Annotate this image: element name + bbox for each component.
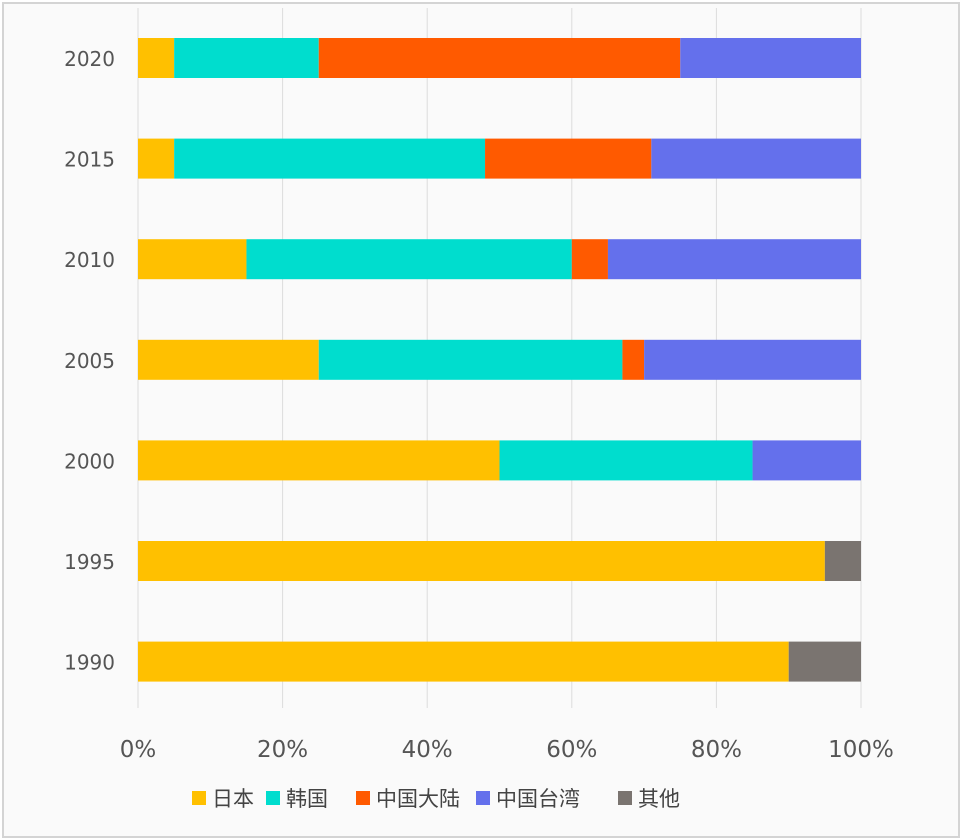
x-tick-label: 100% xyxy=(828,737,894,763)
x-tick-label: 0% xyxy=(120,737,157,763)
bar-segment xyxy=(318,38,681,78)
bar-segment xyxy=(571,239,608,280)
legend-label: 日本 xyxy=(212,787,254,811)
bar-segment xyxy=(318,339,623,380)
bar-segment xyxy=(246,239,572,280)
legend-swatch xyxy=(618,791,632,805)
y-tick-label: 1995 xyxy=(64,550,115,574)
legend-swatch xyxy=(356,791,370,805)
legend-swatch xyxy=(476,791,490,805)
y-tick-label: 2005 xyxy=(64,349,115,373)
legend-label: 其他 xyxy=(638,787,680,811)
y-tick-label: 2000 xyxy=(64,449,115,473)
bar-segment xyxy=(788,641,861,682)
bar-segment xyxy=(824,541,861,581)
bar-segment xyxy=(174,38,319,78)
y-tick-label: 1990 xyxy=(64,651,115,675)
bar-segment xyxy=(651,138,861,179)
bar-segment xyxy=(752,440,861,481)
bar-segment xyxy=(138,641,789,682)
bar-segment xyxy=(138,239,247,280)
bar-segment xyxy=(138,541,825,581)
bar-segment xyxy=(485,138,652,179)
legend-label: 中国大陆 xyxy=(376,787,460,811)
bar-segment xyxy=(680,38,861,78)
bar-segment xyxy=(138,440,500,481)
x-tick-label: 80% xyxy=(691,737,742,763)
legend-label: 中国台湾 xyxy=(496,787,580,811)
bar-segment xyxy=(138,138,175,179)
x-tick-label: 60% xyxy=(546,737,597,763)
x-tick-label: 20% xyxy=(257,737,308,763)
bar-segment xyxy=(607,239,861,280)
bar-segment xyxy=(174,138,486,179)
bar-segment xyxy=(138,38,175,78)
bar-segment xyxy=(499,440,753,481)
legend-swatch xyxy=(192,791,206,805)
bar-segment xyxy=(644,339,861,380)
y-tick-label: 2020 xyxy=(64,47,115,71)
bar-segment xyxy=(622,339,645,380)
bar-segment xyxy=(138,339,319,380)
x-tick-label: 40% xyxy=(402,737,453,763)
y-tick-label: 2010 xyxy=(64,248,115,272)
legend-swatch xyxy=(266,791,280,805)
legend-label: 韩国 xyxy=(286,787,328,811)
y-tick-label: 2015 xyxy=(64,148,115,172)
